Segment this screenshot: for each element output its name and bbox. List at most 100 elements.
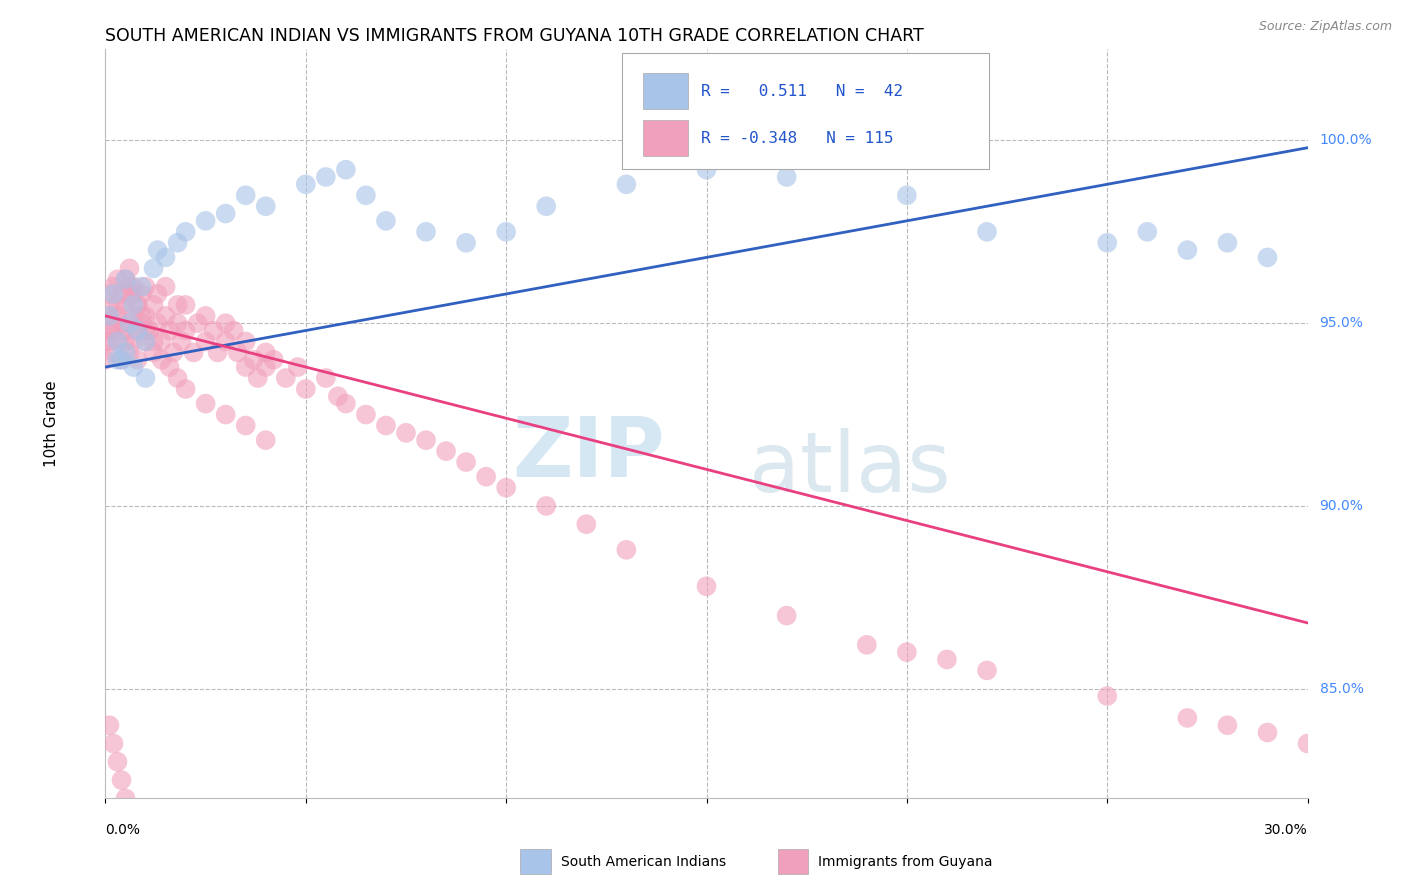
Point bbox=[335, 396, 357, 410]
Point bbox=[150, 334, 173, 349]
Point bbox=[103, 316, 125, 330]
Point bbox=[214, 206, 236, 220]
Point bbox=[295, 382, 318, 396]
Point bbox=[315, 169, 337, 184]
Point bbox=[155, 309, 177, 323]
Point bbox=[103, 287, 125, 301]
Text: SOUTH AMERICAN INDIAN VS IMMIGRANTS FROM GUYANA 10TH GRADE CORRELATION CHART: SOUTH AMERICAN INDIAN VS IMMIGRANTS FROM… bbox=[105, 27, 924, 45]
Point bbox=[127, 298, 149, 312]
Text: South American Indians: South American Indians bbox=[561, 855, 725, 869]
Point bbox=[454, 235, 477, 250]
Point bbox=[454, 455, 477, 469]
Point bbox=[1216, 235, 1239, 250]
Point bbox=[155, 251, 177, 265]
Point bbox=[976, 664, 998, 678]
Point bbox=[174, 225, 197, 239]
Point bbox=[254, 345, 277, 359]
Point bbox=[110, 352, 132, 367]
Point bbox=[131, 279, 153, 293]
Point bbox=[415, 433, 437, 447]
Point bbox=[146, 316, 169, 330]
Point bbox=[98, 298, 121, 312]
Point bbox=[118, 261, 141, 276]
Point bbox=[174, 324, 197, 338]
Point bbox=[495, 225, 517, 239]
Point bbox=[214, 316, 236, 330]
Point bbox=[187, 316, 209, 330]
Point bbox=[127, 324, 149, 338]
Point bbox=[202, 324, 225, 338]
Point bbox=[103, 737, 125, 751]
Point bbox=[183, 345, 205, 359]
Text: 30.0%: 30.0% bbox=[1264, 823, 1308, 837]
Point bbox=[138, 324, 160, 338]
Point bbox=[159, 359, 181, 374]
Point bbox=[896, 188, 918, 202]
Point bbox=[110, 352, 132, 367]
Point bbox=[114, 298, 136, 312]
Text: 0.0%: 0.0% bbox=[105, 823, 141, 837]
Point bbox=[107, 334, 129, 349]
Point bbox=[274, 371, 297, 385]
Point bbox=[118, 279, 141, 293]
Point bbox=[103, 324, 125, 338]
Point bbox=[246, 371, 269, 385]
Point bbox=[776, 608, 799, 623]
Point bbox=[146, 243, 169, 257]
Point bbox=[107, 309, 129, 323]
Point bbox=[174, 298, 197, 312]
Point bbox=[776, 169, 799, 184]
Point bbox=[122, 309, 145, 323]
Point bbox=[374, 214, 398, 228]
Point bbox=[254, 199, 277, 213]
Point bbox=[118, 316, 141, 330]
Point bbox=[107, 298, 129, 312]
Point bbox=[295, 178, 318, 192]
Point bbox=[166, 371, 188, 385]
Point bbox=[354, 408, 377, 422]
Point bbox=[374, 418, 398, 433]
Point bbox=[98, 309, 121, 323]
Point bbox=[475, 469, 498, 483]
Point bbox=[1136, 225, 1159, 239]
Point bbox=[936, 652, 959, 666]
Point bbox=[235, 188, 257, 202]
Point bbox=[1177, 711, 1199, 725]
Point bbox=[495, 481, 517, 495]
Point bbox=[354, 188, 377, 202]
Point bbox=[235, 359, 257, 374]
Point bbox=[315, 371, 337, 385]
Point bbox=[114, 791, 136, 805]
Point bbox=[94, 334, 117, 349]
Text: 10th Grade: 10th Grade bbox=[44, 380, 59, 467]
Point bbox=[1097, 235, 1119, 250]
Point bbox=[896, 645, 918, 659]
Point bbox=[114, 324, 136, 338]
Text: R =   0.511   N =  42: R = 0.511 N = 42 bbox=[700, 84, 903, 98]
Point bbox=[110, 316, 132, 330]
Point bbox=[170, 334, 193, 349]
Point bbox=[1296, 737, 1319, 751]
Point bbox=[98, 287, 121, 301]
Point bbox=[118, 316, 141, 330]
Point bbox=[326, 389, 349, 403]
Point bbox=[395, 425, 418, 440]
Point bbox=[235, 334, 257, 349]
Point bbox=[127, 352, 149, 367]
Point bbox=[114, 334, 136, 349]
Point bbox=[162, 345, 184, 359]
Point bbox=[142, 334, 165, 349]
Point bbox=[122, 287, 145, 301]
Text: 90.0%: 90.0% bbox=[1320, 499, 1364, 513]
Point bbox=[142, 345, 165, 359]
Point bbox=[135, 334, 157, 349]
Text: R = -0.348   N = 115: R = -0.348 N = 115 bbox=[700, 131, 893, 145]
Point bbox=[1097, 689, 1119, 703]
Point bbox=[135, 309, 157, 323]
Point bbox=[114, 272, 136, 286]
Point bbox=[150, 352, 173, 367]
Point bbox=[214, 408, 236, 422]
Text: 85.0%: 85.0% bbox=[1320, 681, 1364, 696]
Point bbox=[263, 352, 285, 367]
Point bbox=[616, 542, 638, 557]
